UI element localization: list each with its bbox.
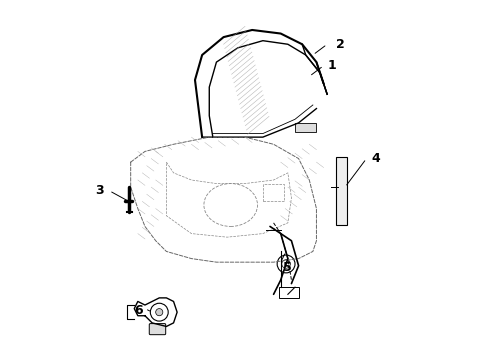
Bar [279, 287, 298, 298]
Circle shape [156, 309, 163, 316]
FancyBboxPatch shape [295, 123, 317, 132]
Text: 1: 1 [327, 59, 336, 72]
FancyBboxPatch shape [149, 324, 166, 335]
FancyBboxPatch shape [336, 157, 347, 225]
Text: 3: 3 [95, 184, 103, 197]
Text: 5: 5 [283, 261, 291, 274]
Text: 2: 2 [336, 38, 345, 51]
Bar [263, 184, 284, 202]
Text: 4: 4 [372, 152, 381, 165]
Text: 6: 6 [134, 304, 143, 317]
